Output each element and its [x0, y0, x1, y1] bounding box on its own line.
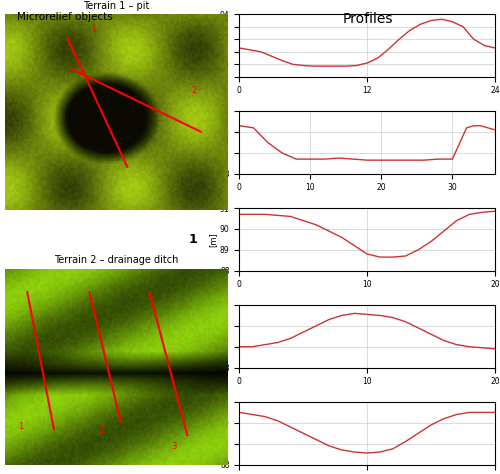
Text: Profiles: Profiles	[342, 12, 393, 26]
Text: 2: 2	[192, 85, 196, 94]
Y-axis label: [m]: [m]	[208, 38, 217, 53]
Y-axis label: [m]: [m]	[208, 135, 217, 150]
Text: 3: 3	[172, 442, 177, 451]
Text: Microrelief objects: Microrelief objects	[17, 12, 113, 22]
Title: Terrain 1 – pit: Terrain 1 – pit	[83, 0, 150, 10]
Text: 1: 1	[189, 39, 198, 52]
Text: 3: 3	[189, 427, 198, 440]
Y-axis label: [m]: [m]	[208, 426, 217, 441]
Y-axis label: [m]: [m]	[208, 232, 217, 247]
Text: 1: 1	[18, 422, 24, 431]
Title: Terrain 2 – drainage ditch: Terrain 2 – drainage ditch	[54, 255, 178, 265]
Text: 2: 2	[189, 330, 198, 343]
Text: 1: 1	[189, 233, 198, 246]
Text: 2: 2	[98, 426, 103, 435]
Text: 1: 1	[92, 25, 96, 34]
Y-axis label: [m]: [m]	[208, 329, 217, 344]
Text: 2: 2	[189, 136, 198, 149]
